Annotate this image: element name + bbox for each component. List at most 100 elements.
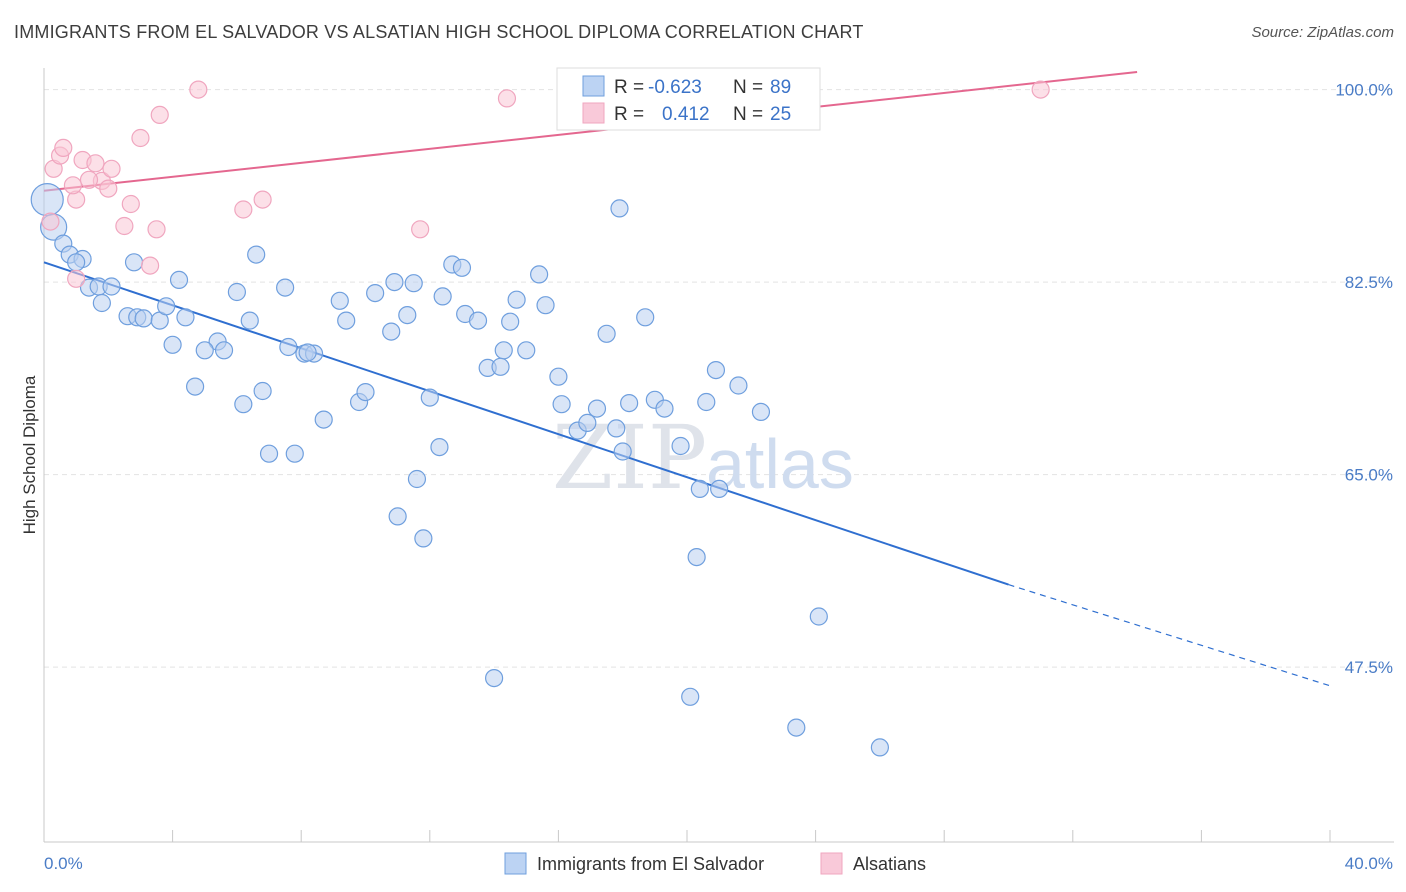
point-el-salvador — [751, 402, 771, 421]
point-el-salvador — [613, 442, 632, 461]
point-el-salvador — [787, 718, 806, 737]
legend-box: R = -0.623 N = 89 R = 0.412 N = 25 — [556, 67, 821, 131]
point-el-salvador — [298, 343, 317, 362]
point-el-salvador — [337, 311, 356, 330]
point-el-salvador — [681, 687, 700, 706]
point-el-salvador — [706, 361, 726, 380]
point-el-salvador — [636, 308, 655, 327]
point-el-salvador — [404, 274, 423, 293]
point-el-salvador — [134, 309, 153, 328]
trend-line-el-salvador — [43, 261, 1009, 586]
point-el-salvador — [491, 357, 510, 376]
point-el-salvador — [671, 436, 690, 456]
legend-swatch-blue — [582, 75, 605, 97]
point-el-salvador — [92, 293, 111, 313]
source-label: Source: ZipAtlas.com — [1251, 24, 1394, 41]
point-alsatian — [411, 220, 430, 239]
point-alsatian — [147, 220, 166, 239]
legend-r-value-2: 0.412 — [662, 104, 710, 125]
bottom-legend-label-pink: Alsatians — [853, 854, 926, 874]
legend-n-value-1: 89 — [770, 77, 791, 98]
point-el-salvador — [124, 253, 144, 272]
y-tick-label: 47.5% — [1345, 658, 1393, 677]
point-alsatian — [253, 190, 272, 209]
legend-r-value-1: -0.623 — [648, 77, 702, 98]
point-el-salvador — [247, 245, 266, 264]
point-el-salvador — [67, 253, 86, 272]
point-el-salvador — [102, 277, 121, 296]
point-el-salvador — [536, 296, 555, 315]
point-alsatian — [1031, 80, 1050, 99]
point-el-salvador — [382, 322, 401, 341]
point-alsatian — [115, 216, 134, 236]
legend-r-label-2: R = — [614, 104, 644, 125]
point-el-salvador — [809, 607, 828, 626]
grid-lines — [44, 89, 1394, 668]
point-el-salvador — [452, 258, 472, 277]
point-el-salvador — [870, 738, 890, 757]
legend-n-label-2: N = — [733, 104, 763, 125]
point-el-salvador — [314, 410, 333, 429]
point-el-salvador — [385, 273, 404, 292]
point-alsatian — [102, 159, 121, 178]
point-el-salvador — [655, 399, 674, 418]
point-alsatian — [86, 154, 105, 173]
point-el-salvador — [366, 284, 385, 303]
point-el-salvador — [530, 265, 549, 284]
point-el-salvador — [176, 308, 195, 327]
point-el-salvador — [388, 507, 407, 526]
point-alsatian — [79, 170, 99, 189]
legend-r-label-1: R = — [614, 77, 644, 98]
point-alsatian — [54, 138, 73, 157]
point-el-salvador — [607, 419, 626, 438]
point-el-salvador — [214, 341, 234, 360]
bottom-legend-swatch-pink — [820, 852, 843, 875]
point-el-salvador — [710, 479, 729, 498]
point-el-salvador — [729, 376, 748, 395]
point-el-salvador — [407, 469, 427, 489]
y-axis-label: High School Diploma — [20, 375, 39, 534]
point-alsatian — [497, 89, 517, 108]
x-tick-label: 0.0% — [44, 854, 83, 873]
y-tick-label: 82.5% — [1345, 273, 1393, 292]
x-tick-labels: 0.0% 40.0% — [44, 854, 1393, 873]
point-el-salvador — [259, 444, 279, 463]
point-el-salvador — [468, 311, 488, 330]
point-el-salvador — [552, 395, 571, 414]
point-el-salvador — [433, 287, 452, 306]
point-el-salvador — [398, 306, 417, 325]
trend-line-alsatian — [43, 71, 1138, 192]
point-el-salvador — [356, 383, 375, 402]
point-alsatian — [121, 194, 140, 214]
y-tick-label: 100.0% — [1335, 81, 1393, 100]
chart-title: IMMIGRANTS FROM EL SALVADOR VS ALSATIAN … — [14, 22, 864, 42]
legend-swatch-pink — [582, 102, 605, 124]
point-el-salvador — [169, 270, 189, 289]
point-alsatian — [63, 176, 83, 195]
point-el-salvador — [227, 282, 246, 302]
point-el-salvador — [234, 395, 253, 414]
x-tick-label: 40.0% — [1345, 854, 1393, 873]
point-el-salvador — [420, 388, 439, 407]
point-el-salvador — [501, 312, 520, 331]
y-tick-labels: 47.5% 65.0% 82.5% 100.0% — [1335, 81, 1393, 677]
point-el-salvador — [517, 341, 536, 360]
point-el-salvador — [485, 668, 504, 688]
point-el-salvador — [430, 438, 449, 457]
point-el-salvador — [610, 199, 629, 218]
bottom-legend-label-blue: Immigrants from El Salvador — [537, 854, 764, 874]
point-alsatian — [67, 269, 86, 288]
point-el-salvador — [597, 324, 616, 343]
point-el-salvador — [279, 337, 298, 357]
point-el-salvador — [578, 413, 597, 432]
point-el-salvador — [195, 341, 214, 360]
point-alsatian — [150, 105, 169, 125]
point-el-salvador — [697, 392, 716, 412]
point-el-salvador — [285, 444, 304, 463]
point-el-salvador — [687, 547, 706, 567]
point-el-salvador — [157, 297, 176, 316]
trend-line-el-salvador-extension — [1008, 584, 1331, 687]
bottom-legend: Immigrants from El Salvador Alsatians — [504, 852, 926, 875]
y-tick-label: 65.0% — [1345, 466, 1393, 485]
